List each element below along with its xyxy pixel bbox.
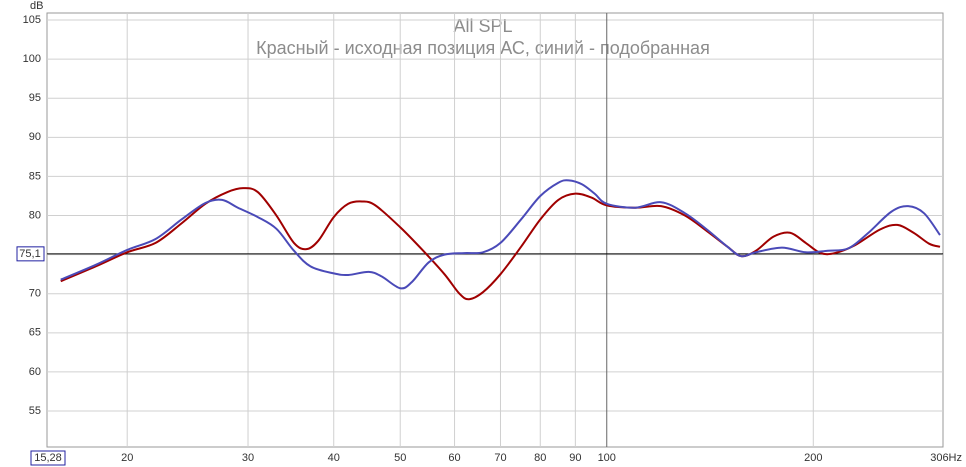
x-tick-label: 50: [394, 452, 406, 464]
x-tick-label: 200: [804, 452, 822, 464]
x-tick-label: 60: [448, 452, 460, 464]
x-start-box: [30, 450, 66, 466]
reference-box: [16, 246, 45, 262]
y-tick-label: 95: [29, 92, 41, 104]
y-tick-label: 70: [29, 288, 41, 300]
y-tick-label: 60: [29, 366, 41, 378]
chart-subtitle: Красный - исходная позиция АС, синий - п…: [256, 38, 710, 58]
y-tick-label: 105: [23, 14, 41, 26]
x-tick-label: 40: [328, 452, 340, 464]
y-tick-label: 100: [23, 53, 41, 65]
x-tick-label: 70: [494, 452, 506, 464]
x-tick-label: 80: [534, 452, 546, 464]
x-tick-label: 15,28: [34, 452, 62, 464]
reference-label: 75,1: [19, 248, 40, 260]
y-tick-label: 55: [29, 405, 41, 417]
x-tick-label: 30: [242, 452, 254, 464]
y-tick-label: 90: [29, 131, 41, 143]
x-tick-label: 100: [598, 452, 616, 464]
x-tick-label: 90: [569, 452, 581, 464]
series-line: [60, 179, 941, 290]
x-tick-label: 306Hz: [930, 452, 962, 464]
y-axis-label: dB: [30, 0, 43, 12]
y-tick-label: 80: [29, 209, 41, 221]
plot-area: [46, 12, 944, 448]
y-tick-label: 65: [29, 327, 41, 339]
series-line: [60, 187, 941, 301]
chart-title: All SPL: [453, 16, 512, 36]
x-tick-label: 20: [121, 452, 133, 464]
y-tick-label: 85: [29, 170, 41, 182]
